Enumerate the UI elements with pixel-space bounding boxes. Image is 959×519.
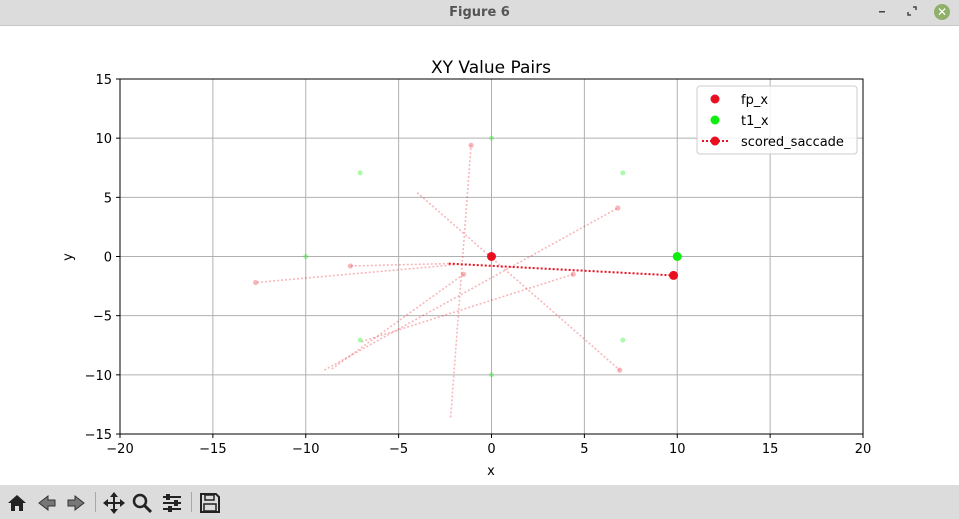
plot-area: XY Value Pairs −20 −15 −10 −5 0 5 10 15 20−15−10… xyxy=(61,58,872,479)
legend-label-fp: fp_x xyxy=(741,93,768,108)
toolbar-separator xyxy=(95,492,96,512)
faded-target-point xyxy=(357,170,363,176)
y-tick-label: −15 xyxy=(85,428,112,443)
x-tick-label: −10 xyxy=(292,442,319,457)
y-axis-label: y xyxy=(61,253,76,261)
x-tick-label: 0 xyxy=(487,442,495,457)
faded-trials xyxy=(252,135,626,418)
back-arrow-icon[interactable] xyxy=(35,491,59,515)
faded-saccade-endpoint xyxy=(461,271,467,277)
y-tick-label: 10 xyxy=(95,132,112,147)
y-tick-label: 15 xyxy=(95,73,112,88)
y-tick-label: −10 xyxy=(85,369,112,384)
pan-icon[interactable] xyxy=(102,491,126,515)
y-tick-label: −5 xyxy=(93,310,112,325)
y-tick-label: 5 xyxy=(104,191,112,206)
navigation-toolbar xyxy=(0,485,959,519)
legend-marker-t1 xyxy=(710,115,720,125)
window-title: Figure 6 xyxy=(449,5,510,20)
faded-saccade-line xyxy=(449,145,472,418)
scored-saccade-endpoint xyxy=(669,270,679,280)
faded-target-point xyxy=(620,337,626,343)
faded-saccade-endpoint xyxy=(617,367,623,373)
legend: fp_x t1_x scored_saccade xyxy=(696,85,858,155)
faded-target-point xyxy=(357,337,363,343)
y-tick-label: 0 xyxy=(104,251,112,266)
x-tick-label: 15 xyxy=(762,442,779,457)
x-tick-label: 5 xyxy=(580,442,588,457)
faded-saccade-endpoint xyxy=(347,263,353,269)
x-axis-label: x xyxy=(487,464,495,479)
main-series xyxy=(448,252,682,280)
toolbar-separator xyxy=(191,492,192,512)
faded-target-point xyxy=(620,170,626,176)
faded-saccade-line xyxy=(361,273,574,343)
faded-target-point xyxy=(303,254,309,259)
legend-label-saccade: scored_saccade xyxy=(741,135,844,150)
x-tick-label: −5 xyxy=(389,442,408,457)
faded-saccade-line xyxy=(416,191,621,371)
zoom-icon[interactable] xyxy=(130,491,154,515)
faded-saccade-endpoint xyxy=(252,279,259,286)
x-tick-label: −20 xyxy=(106,442,133,457)
home-icon[interactable] xyxy=(5,491,29,515)
faded-saccade-line xyxy=(255,263,455,284)
faded-saccade-endpoint xyxy=(615,205,621,211)
chart-title: XY Value Pairs xyxy=(431,58,551,78)
maximize-icon[interactable] xyxy=(903,3,921,21)
t1-point xyxy=(672,252,682,261)
scored-saccade-line xyxy=(448,262,674,277)
faded-saccade-line xyxy=(350,262,449,267)
faded-saccade-line xyxy=(331,273,465,370)
faded-saccade-line xyxy=(323,207,619,371)
save-icon[interactable] xyxy=(198,491,222,515)
configure-subplots-icon[interactable] xyxy=(160,491,184,515)
close-icon[interactable]: ✕ xyxy=(934,4,950,20)
faded-saccade-endpoint xyxy=(570,271,576,277)
legend-marker-fp xyxy=(710,94,720,104)
x-tick-label: −15 xyxy=(199,442,226,457)
fp-point xyxy=(487,252,496,261)
x-tick-label: 10 xyxy=(669,442,686,457)
legend-box xyxy=(696,85,858,155)
window-titlebar: Figure 6 ✕ xyxy=(0,0,959,26)
x-tick-label: 20 xyxy=(855,442,872,457)
forward-arrow-icon[interactable] xyxy=(64,491,88,515)
faded-target-point xyxy=(489,135,494,141)
legend-label-t1: t1_x xyxy=(741,114,769,129)
faded-target-point xyxy=(489,372,494,378)
faded-saccade-endpoint xyxy=(468,142,474,148)
minimize-icon[interactable] xyxy=(873,3,891,21)
legend-marker-saccade xyxy=(710,136,720,146)
